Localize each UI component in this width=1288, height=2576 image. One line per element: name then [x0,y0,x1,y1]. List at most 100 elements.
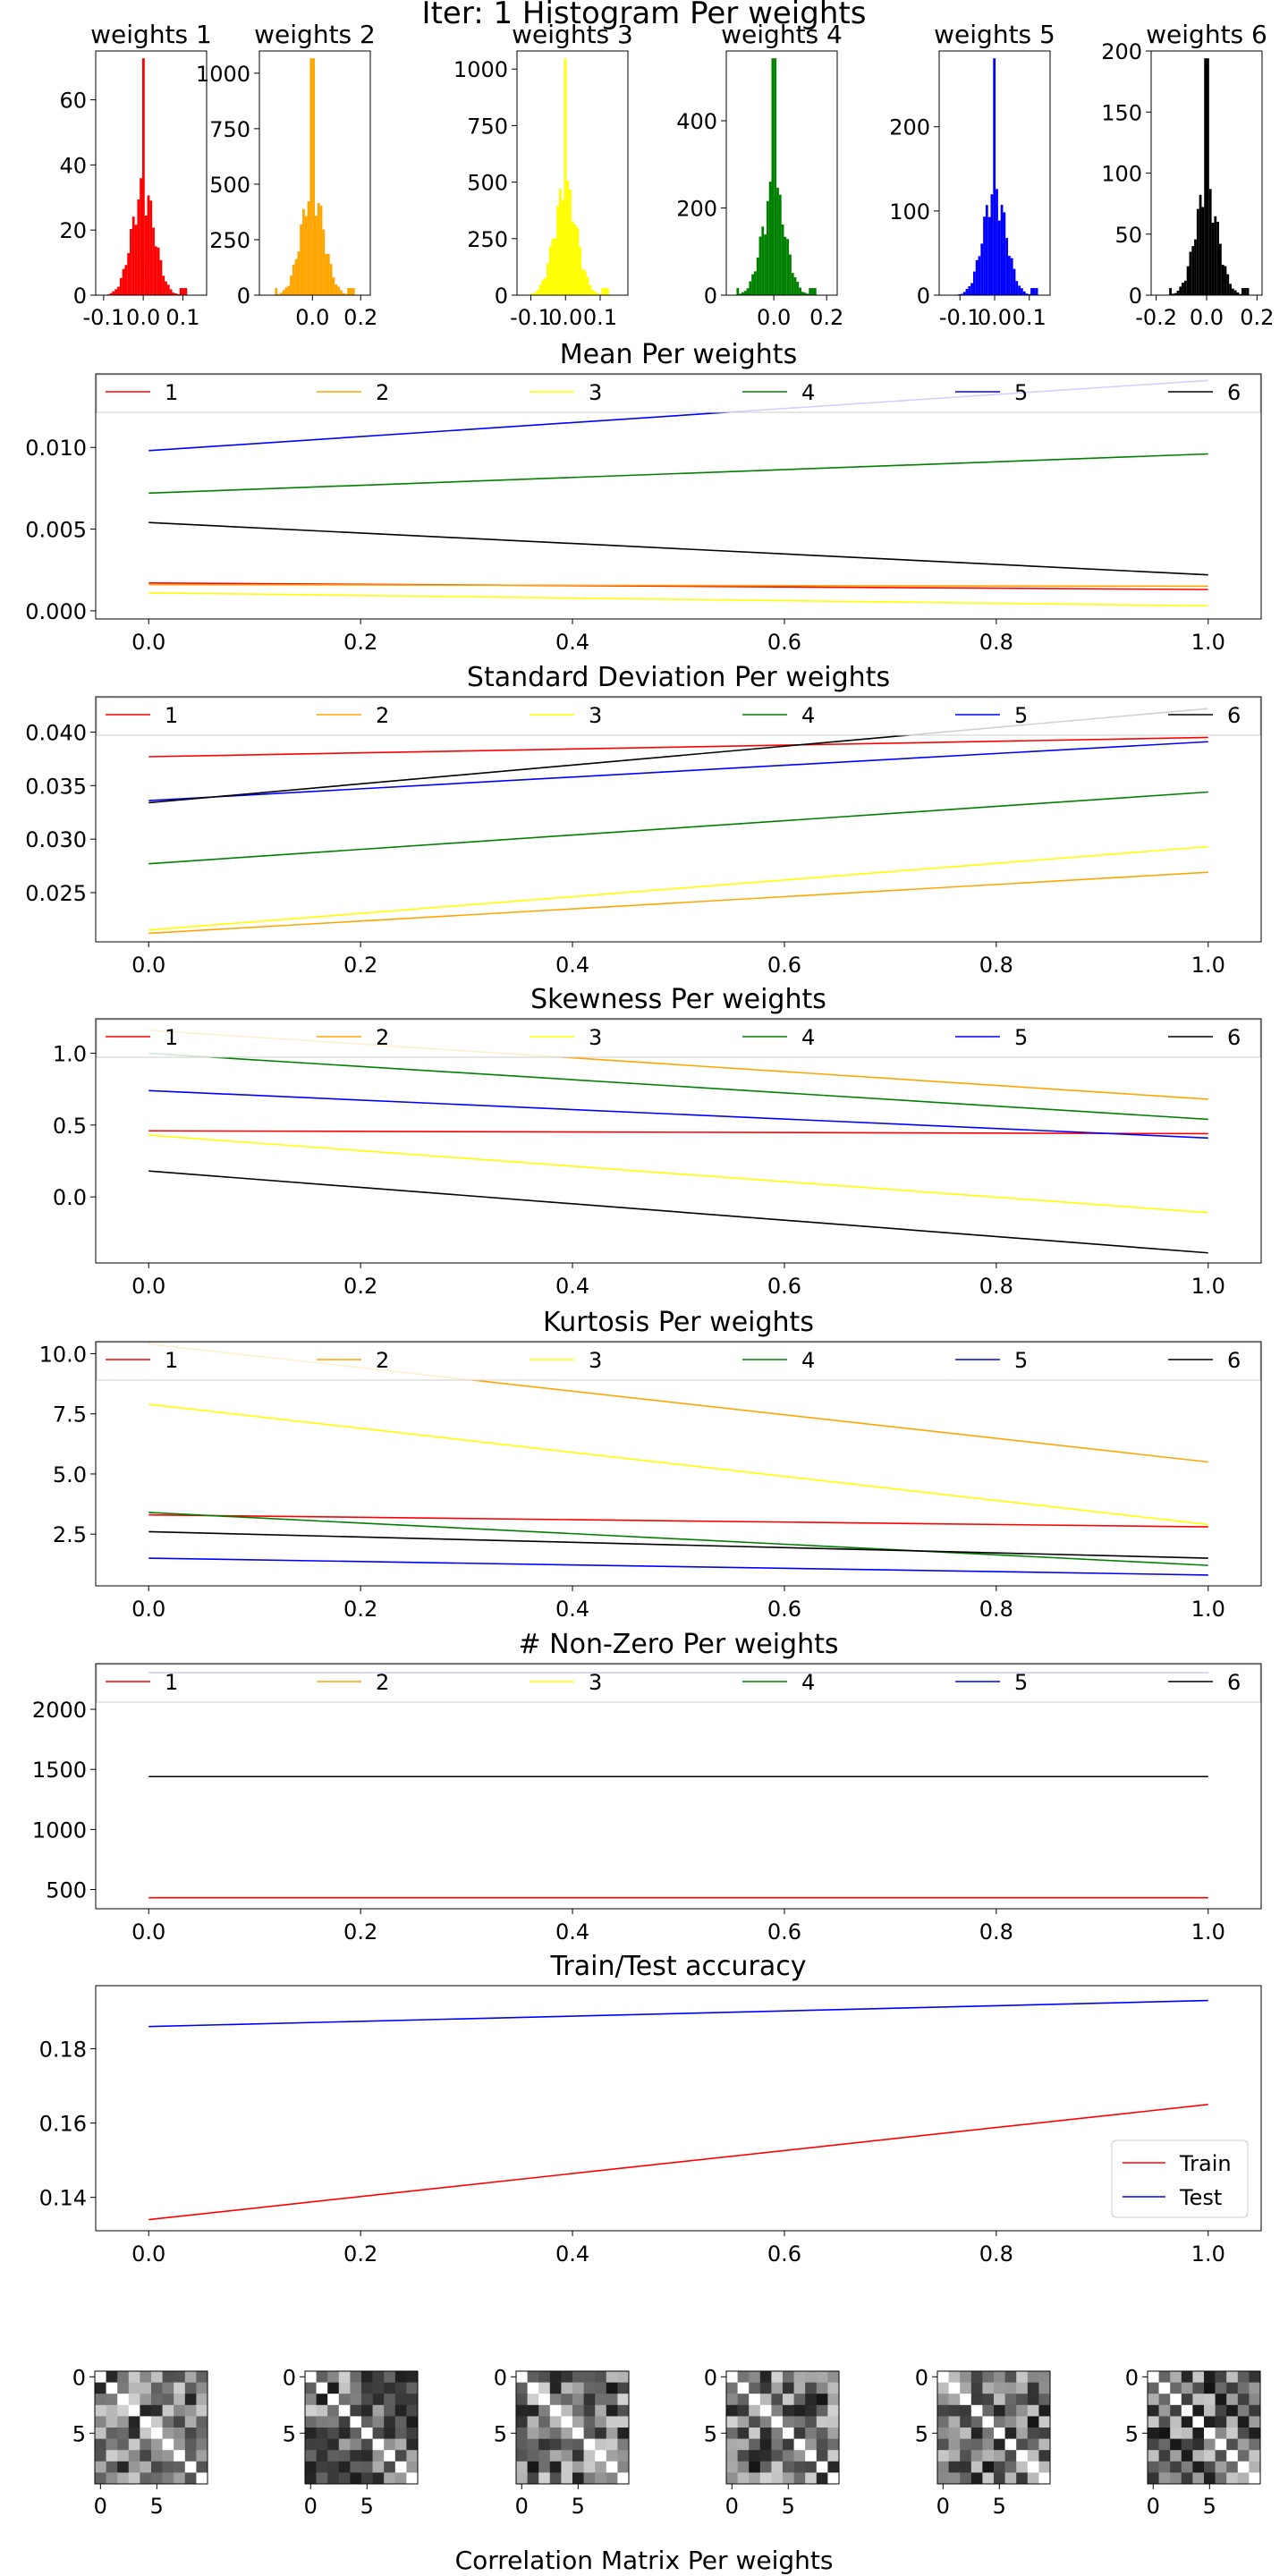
histogram-bar [285,288,288,295]
correlation-cell [1192,2439,1204,2451]
correlation-cell [550,2439,562,2451]
correlation-cell [373,2383,385,2394]
correlation-cell [1170,2462,1182,2473]
histogram-bar [774,58,776,295]
correlation-cell [738,2472,750,2484]
correlation-cell [1159,2371,1171,2383]
correlation-cell [1016,2439,1028,2451]
correlation-cell [516,2416,528,2428]
correlation-cell [971,2416,983,2428]
xtick-label: 0.8 [979,2241,1013,2267]
correlation-cell [1226,2371,1238,2383]
histogram-bar [566,181,569,295]
correlation-cell [384,2383,395,2394]
correlation-cell [151,2405,163,2417]
correlation-cell [783,2394,794,2405]
histogram-bar [1008,256,1011,295]
correlation-cell [163,2405,174,2417]
series-line-3 [148,847,1208,930]
correlation-cell [140,2371,151,2383]
legend-label-3: 3 [589,380,602,405]
histogram-bar [973,272,976,295]
correlation-cell [960,2472,971,2484]
histogram-bar [152,228,155,295]
correlation-cell [117,2428,129,2439]
xtick-label: 0.6 [767,2241,801,2267]
histogram-ytick-label: 0 [237,284,250,309]
correlation-cell [760,2472,772,2484]
correlation-cell [561,2450,572,2462]
correlation-cell [95,2383,106,2394]
correlation-cell [95,2416,106,2428]
correlation-cell [406,2472,418,2484]
series-group [148,380,1208,606]
legend-frame [97,698,1260,735]
correlation-cell [794,2428,806,2439]
series-group [148,708,1208,933]
correlation-cell [738,2439,750,2451]
histogram-bar [123,269,125,295]
correlation-cell [1249,2371,1260,2383]
correlation-cell [827,2439,839,2451]
correlation-cell [151,2472,163,2484]
correlation-cell [550,2383,562,2394]
correlation-cell [606,2416,618,2428]
xtick-label: 0.2 [343,2241,377,2267]
histogram-bar [572,222,574,295]
histogram-bar [170,289,173,295]
correlation-cell [817,2371,828,2383]
correlation-cell [1148,2450,1159,2462]
correlation-cell [617,2405,629,2417]
histogram-bar [155,246,157,295]
legend-label-2: 2 [376,1025,389,1050]
correlation-cell [794,2462,806,2473]
correlation-cell [982,2416,994,2428]
xtick-label: 1.0 [1191,953,1225,978]
correlation-cell [361,2416,373,2428]
histogram-bar [564,58,567,295]
histogram-xtick-label: 0.2 [343,305,377,330]
correlation-cell [350,2371,361,2383]
correlation-cell [572,2416,584,2428]
legend-label-2: 2 [376,1670,389,1695]
histogram-bar [1201,207,1204,295]
legend: 123456 [97,1020,1260,1057]
correlation-cell [1038,2439,1050,2451]
histogram-xtick-label: 0.1 [1013,305,1046,330]
correlation-cell [140,2450,151,2462]
correlation-cell [1005,2371,1017,2383]
correlation-cell [1038,2394,1050,2405]
correlation-cell [95,2371,106,2383]
histogram-xtick-label: 0.0 [1190,305,1224,330]
histogram-bar [305,216,308,295]
histogram-bar [980,243,983,295]
histogram-bar [1187,267,1190,295]
correlation-cell [606,2450,618,2462]
correlation-cell [1192,2405,1204,2417]
correlation-cell [317,2450,328,2462]
legend-label-5: 5 [1014,1670,1028,1695]
histogram-ytick-label: 250 [209,228,250,253]
histogram-bar [966,289,969,295]
histogram-bar [325,254,327,295]
correlation-cell [982,2383,994,2394]
correlation-cell [163,2462,174,2473]
correlation-cell [749,2405,760,2417]
series-line-1 [148,737,1208,757]
legend-frame [97,1343,1260,1380]
correlation-cell [528,2450,539,2462]
correlation-cell [572,2405,584,2417]
correlation-cell [350,2416,361,2428]
histogram-bar [1033,288,1036,295]
histogram-bar [559,189,562,295]
correlation-cell [373,2450,385,2462]
histogram-ytick-label: 50 [1114,223,1142,248]
correlation-cell [937,2462,949,2473]
correlation-cell [817,2439,828,2451]
correlation-cell [595,2416,606,2428]
correlation-cell [561,2439,572,2451]
correlation-cell [305,2371,317,2383]
correlation-cell [528,2394,539,2405]
histogram-bar [591,290,594,295]
correlation-cell [117,2371,129,2383]
